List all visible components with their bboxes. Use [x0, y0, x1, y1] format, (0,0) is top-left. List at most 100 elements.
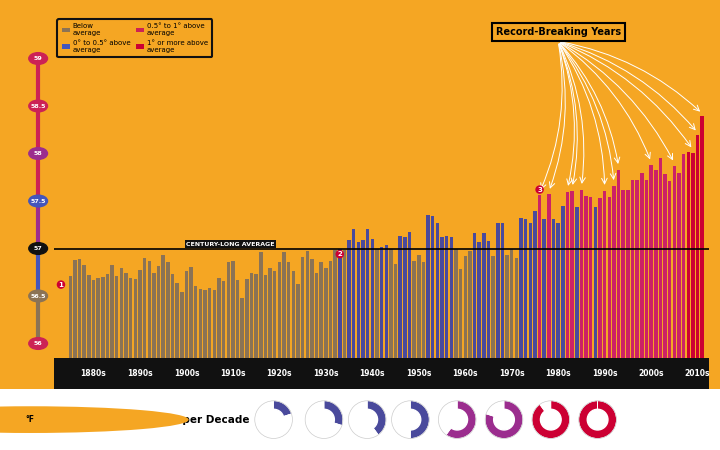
Bar — [264, 275, 267, 358]
Text: 2000s: 2000s — [639, 369, 664, 378]
Bar — [310, 259, 314, 358]
Bar — [245, 279, 248, 358]
Bar — [91, 280, 95, 358]
Wedge shape — [367, 401, 386, 435]
Bar — [505, 255, 509, 358]
Bar — [106, 274, 109, 358]
Bar — [487, 241, 490, 358]
Bar — [408, 232, 411, 358]
Bar — [580, 189, 583, 358]
Bar — [394, 264, 397, 358]
Bar — [417, 255, 420, 358]
Bar — [138, 270, 142, 358]
Text: 1890s: 1890s — [127, 369, 153, 378]
Bar — [110, 265, 114, 358]
Bar — [468, 252, 472, 358]
Bar — [203, 290, 207, 358]
Bar — [366, 230, 369, 358]
Text: 1: 1 — [58, 282, 63, 288]
Text: CENTURY-LONG AVERAGE: CENTURY-LONG AVERAGE — [186, 242, 275, 247]
Bar — [654, 170, 657, 358]
Bar — [389, 249, 392, 358]
Bar — [589, 197, 593, 358]
Bar — [278, 262, 281, 358]
Bar — [696, 135, 699, 358]
Bar — [608, 197, 611, 358]
Bar — [413, 261, 416, 358]
Bar — [617, 170, 621, 358]
Circle shape — [494, 409, 514, 430]
Bar — [73, 260, 76, 358]
Bar — [180, 292, 184, 358]
Bar — [222, 281, 225, 358]
Bar — [524, 219, 527, 358]
Bar — [663, 175, 667, 358]
Bar — [561, 206, 564, 358]
Bar — [199, 289, 202, 358]
Wedge shape — [274, 401, 292, 419]
Bar — [687, 152, 690, 358]
Bar — [185, 271, 188, 358]
Bar — [454, 249, 458, 358]
Bar — [557, 223, 560, 358]
Bar — [148, 261, 151, 358]
Bar — [333, 250, 337, 358]
Bar — [217, 278, 221, 358]
Bar — [575, 207, 578, 358]
Bar — [626, 189, 629, 358]
Bar — [380, 247, 383, 358]
Bar — [431, 216, 434, 358]
Wedge shape — [532, 401, 570, 438]
Bar — [371, 239, 374, 358]
Text: 1940s: 1940s — [359, 369, 385, 378]
Bar — [361, 240, 365, 358]
Bar — [701, 117, 704, 358]
Text: 2010s: 2010s — [685, 369, 711, 378]
Bar — [534, 211, 536, 358]
Bar — [134, 279, 137, 358]
Bar — [78, 259, 81, 358]
Bar — [585, 196, 588, 358]
Bar — [273, 271, 276, 358]
Bar — [347, 240, 351, 358]
Bar — [459, 270, 462, 358]
Text: 1990s: 1990s — [592, 369, 617, 378]
Wedge shape — [348, 401, 378, 438]
Bar — [473, 233, 476, 358]
Bar — [519, 218, 523, 358]
Text: 1900s: 1900s — [174, 369, 199, 378]
Circle shape — [357, 409, 377, 430]
Bar — [552, 219, 555, 358]
Text: 57.5: 57.5 — [30, 198, 46, 203]
Circle shape — [588, 409, 608, 430]
Bar — [491, 256, 495, 358]
Bar — [612, 186, 616, 358]
Text: 56.5: 56.5 — [30, 293, 46, 298]
Bar — [542, 219, 546, 358]
Bar — [250, 273, 253, 358]
Text: 58.5: 58.5 — [30, 104, 46, 108]
Circle shape — [314, 409, 334, 430]
Bar — [120, 267, 123, 358]
Wedge shape — [446, 401, 476, 438]
Bar — [115, 276, 119, 358]
Bar — [171, 274, 174, 358]
Bar — [449, 237, 453, 358]
Bar — [422, 262, 426, 358]
Text: 1930s: 1930s — [313, 369, 338, 378]
Bar — [510, 249, 513, 358]
Bar — [143, 258, 146, 358]
Text: 58: 58 — [34, 151, 42, 156]
Bar — [125, 273, 127, 358]
Bar — [227, 262, 230, 358]
Circle shape — [0, 406, 189, 433]
Wedge shape — [438, 401, 457, 435]
Bar — [500, 223, 504, 358]
Bar — [329, 261, 332, 358]
Text: Above-Average Years per Decade: Above-Average Years per Decade — [54, 414, 250, 425]
Bar — [161, 255, 165, 358]
Bar — [636, 180, 639, 358]
Text: °F: °F — [26, 415, 35, 424]
Text: 1950s: 1950s — [406, 369, 431, 378]
Bar — [269, 269, 272, 358]
